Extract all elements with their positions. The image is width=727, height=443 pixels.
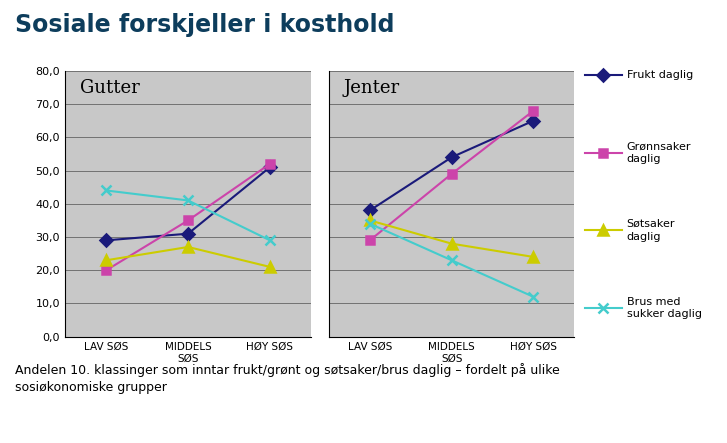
Text: Andelen 10. klassinger som inntar frukt/grønt og søtsaker/brus daglig – fordelt : Andelen 10. klassinger som inntar frukt/… xyxy=(15,363,559,394)
Text: Frukt daglig: Frukt daglig xyxy=(627,70,693,80)
Text: Grønnsaker
daglig: Grønnsaker daglig xyxy=(627,142,691,164)
Text: Brus med
sukker daglig: Brus med sukker daglig xyxy=(627,297,702,319)
Text: Gutter: Gutter xyxy=(80,79,140,97)
Text: Jenter: Jenter xyxy=(344,79,400,97)
Text: Søtsaker
daglig: Søtsaker daglig xyxy=(627,219,675,241)
Text: Sosiale forskjeller i kosthold: Sosiale forskjeller i kosthold xyxy=(15,13,394,37)
